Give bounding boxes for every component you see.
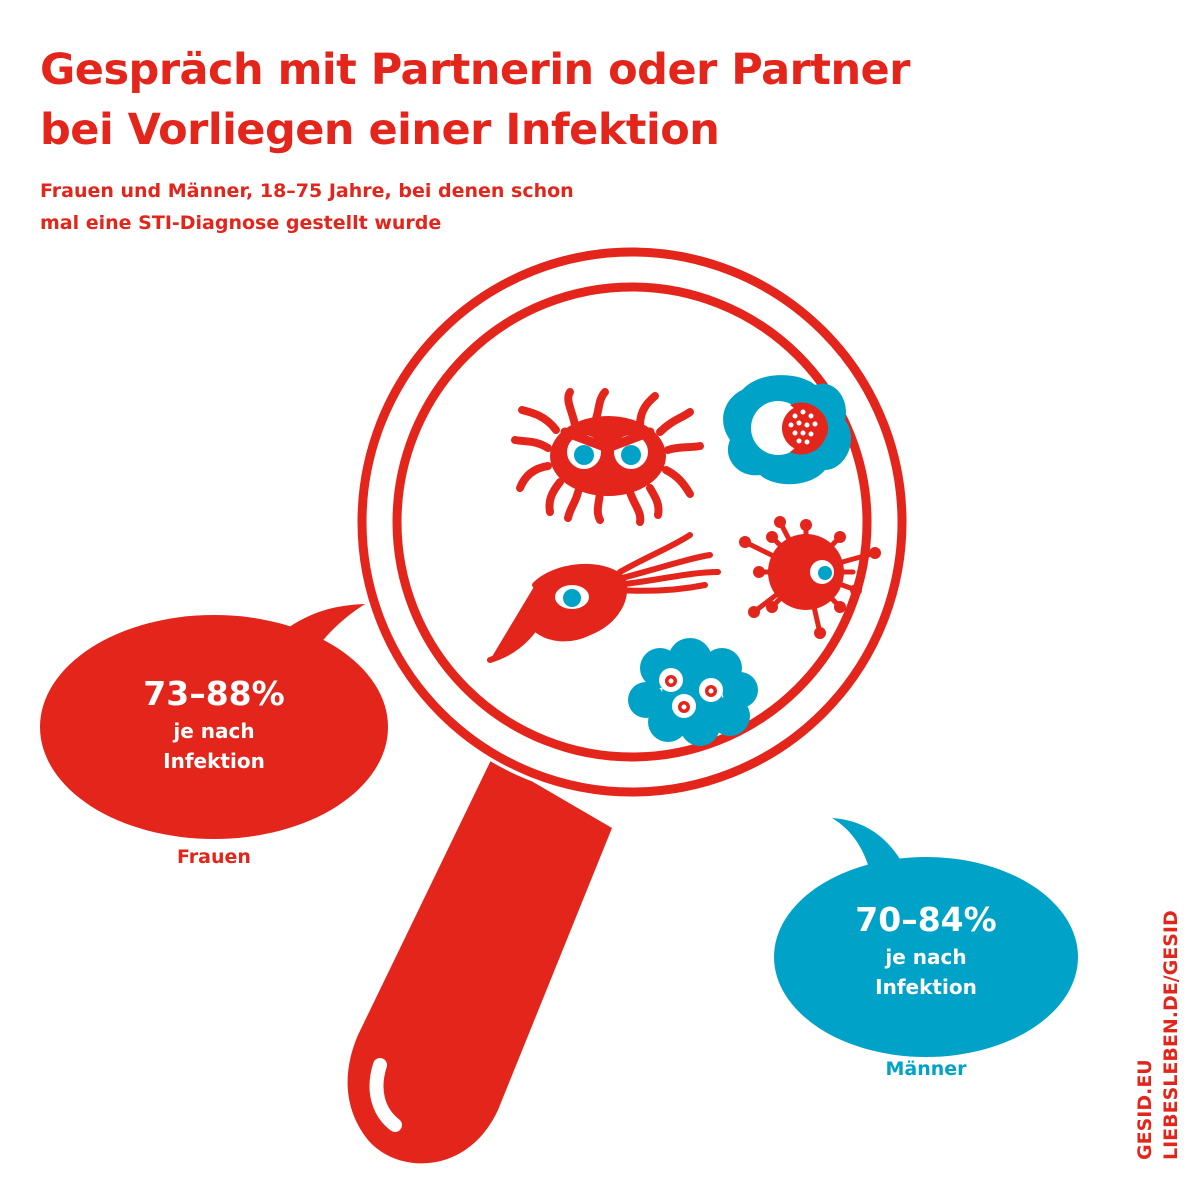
- women-label: Frauen: [177, 846, 251, 868]
- page-subtitle: Frauen und Männer, 18–75 Jahre, bei dene…: [40, 175, 574, 239]
- page-title: Gespräch mit Partnerin oder Partner bei …: [40, 40, 910, 160]
- women-detail-line-2: Infektion: [163, 749, 265, 773]
- subtitle-line-2: mal eine STI-Diagnose gestellt wurde: [40, 212, 442, 234]
- credits: GESID.EU LIEBESLEBEN.DE/GESID: [1132, 910, 1184, 1160]
- men-label: Männer: [885, 1058, 967, 1080]
- virus-icon: [739, 516, 881, 639]
- men-bubble-text: 70–84% je nach Infektion: [806, 898, 1046, 1002]
- men-detail-line-1: je nach: [885, 945, 967, 969]
- trichomonas-icon: [487, 532, 721, 663]
- speech-bubble-icon: [40, 604, 388, 839]
- men-detail-line-2: Infektion: [875, 975, 977, 999]
- subtitle-line-1: Frauen und Männer, 18–75 Jahre, bei dene…: [40, 180, 574, 202]
- cell-icon: [723, 375, 852, 485]
- credit-line-1: GESID.EU: [1134, 1059, 1156, 1160]
- cell-cluster-icon: [628, 638, 758, 746]
- speech-bubble-icon: [774, 818, 1078, 1057]
- bacterium-icon: [511, 388, 704, 526]
- title-line-1: Gespräch mit Partnerin oder Partner: [40, 45, 910, 95]
- women-percentage: 73–88%: [143, 674, 285, 713]
- women-bubble-text: 73–88% je nach Infektion: [94, 672, 334, 776]
- women-detail-line-1: je nach: [173, 719, 255, 743]
- credit-line-2: LIEBESLEBEN.DE/GESID: [1160, 910, 1182, 1160]
- men-percentage: 70–84%: [855, 900, 997, 939]
- title-line-2: bei Vorliegen einer Infektion: [40, 105, 720, 155]
